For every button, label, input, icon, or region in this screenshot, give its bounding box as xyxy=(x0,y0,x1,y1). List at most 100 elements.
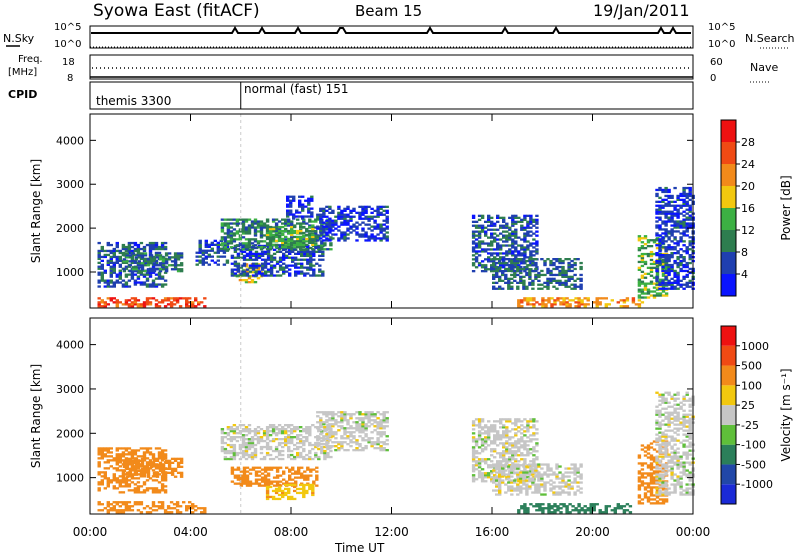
data-cell xyxy=(299,453,303,457)
data-cell xyxy=(130,259,135,262)
data-cell xyxy=(667,279,671,282)
data-cell xyxy=(152,473,157,476)
data-cell xyxy=(522,279,526,282)
data-cell xyxy=(373,215,377,218)
data-cell xyxy=(130,273,135,276)
data-cell xyxy=(546,281,550,284)
data-cell xyxy=(286,211,290,214)
data-cell xyxy=(667,204,671,207)
data-cell xyxy=(266,466,271,469)
data-cell xyxy=(661,228,665,231)
data-cell xyxy=(528,263,532,267)
data-cell xyxy=(109,465,113,468)
data-cell xyxy=(529,242,533,245)
data-cell xyxy=(316,235,320,238)
data-cell xyxy=(257,272,262,275)
data-cell xyxy=(305,439,309,443)
data-cell xyxy=(667,232,671,235)
data-cell xyxy=(340,445,344,448)
data-cell xyxy=(265,443,270,447)
data-cell xyxy=(154,303,159,306)
data-cell xyxy=(682,188,686,192)
data-cell xyxy=(232,449,237,453)
data-cell xyxy=(106,297,110,300)
data-cell xyxy=(139,447,144,450)
data-cell xyxy=(564,258,568,261)
data-cell xyxy=(661,212,665,215)
data-cell xyxy=(499,438,503,441)
data-cell xyxy=(303,470,307,473)
data-cell xyxy=(232,457,237,461)
data-cell xyxy=(516,489,520,492)
data-cell xyxy=(103,449,107,452)
data-cell xyxy=(667,220,671,223)
data-cell xyxy=(318,274,322,277)
data-cell xyxy=(529,254,533,257)
data-cell xyxy=(163,479,168,482)
data-cell xyxy=(487,220,491,223)
data-cell xyxy=(148,255,153,259)
data-cell xyxy=(670,287,674,290)
data-cell xyxy=(373,421,377,424)
data-cell xyxy=(580,303,584,306)
data-cell xyxy=(220,439,225,443)
data-cell xyxy=(688,224,692,227)
data-cell xyxy=(188,507,192,510)
data-cell xyxy=(148,271,153,274)
data-cell xyxy=(223,246,228,249)
data-cell xyxy=(170,461,175,464)
data-cell xyxy=(320,248,324,251)
data-cell xyxy=(520,262,524,265)
data-cell xyxy=(504,263,508,267)
data-cell xyxy=(295,209,299,212)
data-cell xyxy=(294,274,298,277)
data-cell xyxy=(274,497,279,501)
data-cell xyxy=(502,240,506,243)
data-cell xyxy=(241,436,246,439)
data-cell xyxy=(109,447,113,450)
data-cell xyxy=(667,188,671,192)
data-cell xyxy=(241,228,246,231)
data-cell xyxy=(236,254,241,257)
data-cell xyxy=(151,271,156,274)
data-cell xyxy=(160,449,165,452)
data-cell xyxy=(526,246,530,249)
data-cell xyxy=(161,473,166,476)
data-cell xyxy=(346,229,350,232)
data-cell xyxy=(284,493,288,497)
data-cell xyxy=(685,222,689,225)
data-cell xyxy=(176,457,181,460)
data-cell xyxy=(474,238,479,241)
data-cell xyxy=(373,419,377,422)
data-cell xyxy=(307,207,311,210)
data-cell xyxy=(122,459,127,462)
data-cell xyxy=(535,226,539,229)
data-cell xyxy=(682,200,686,203)
data-cell xyxy=(508,238,512,241)
data-cell xyxy=(558,471,562,474)
data-cell xyxy=(250,279,255,282)
data-cell xyxy=(532,458,536,461)
data-cell xyxy=(361,449,365,452)
data-cell xyxy=(161,268,166,271)
data-cell xyxy=(121,481,126,484)
data-cell xyxy=(146,258,151,261)
data-cell xyxy=(676,265,680,269)
data-cell xyxy=(474,478,479,481)
data-cell xyxy=(277,220,282,223)
data-cell xyxy=(97,449,101,452)
data-cell xyxy=(655,254,659,257)
data-cell xyxy=(115,503,119,506)
data-cell xyxy=(487,228,491,231)
data-cell xyxy=(137,266,142,269)
data-cell xyxy=(226,230,231,233)
data-cell xyxy=(364,413,368,416)
data-cell xyxy=(326,453,330,457)
data-cell xyxy=(525,489,529,492)
data-cell xyxy=(247,438,252,441)
data-cell xyxy=(293,235,297,239)
data-cell xyxy=(121,447,126,450)
data-cell xyxy=(302,220,306,223)
data-cell xyxy=(517,454,521,457)
data-cell xyxy=(367,439,371,442)
